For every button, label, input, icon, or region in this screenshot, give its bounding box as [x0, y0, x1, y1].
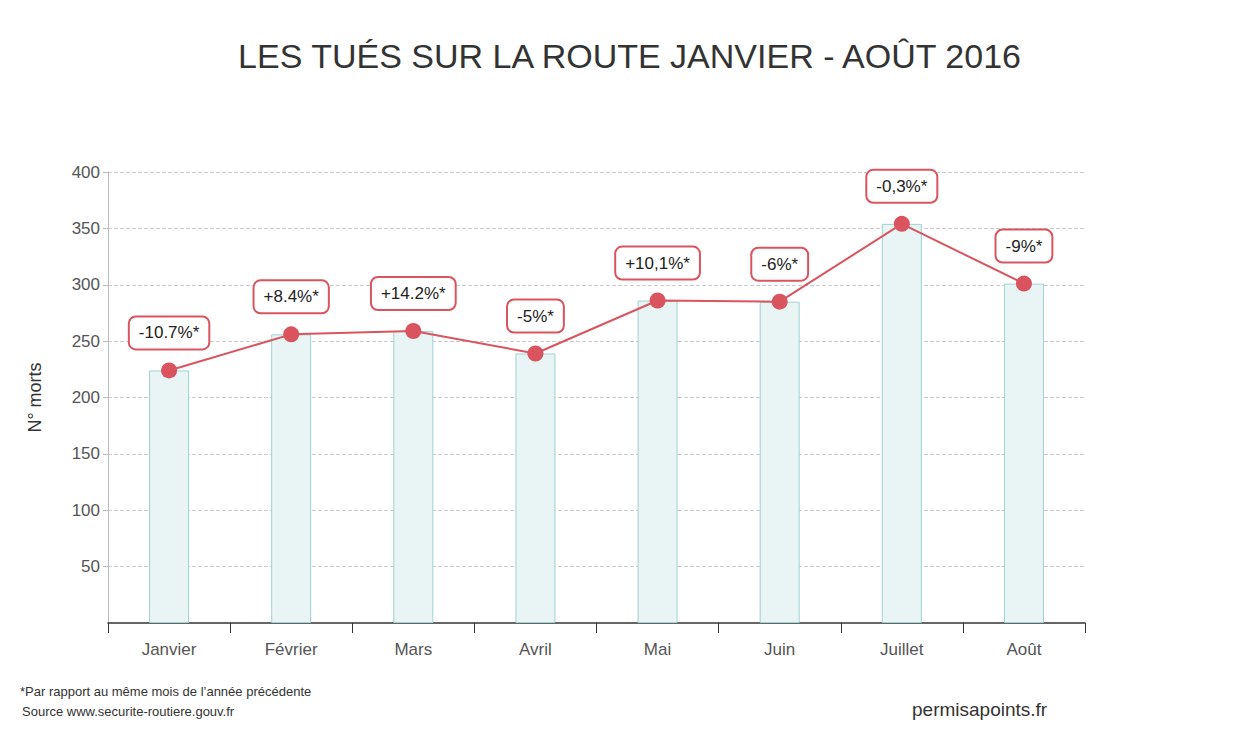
svg-text:350: 350 [72, 219, 100, 238]
svg-text:Février: Février [265, 640, 318, 659]
svg-text:*Par rapport au même mois de l: *Par rapport au même mois de l’année pré… [20, 684, 311, 699]
svg-text:Mars: Mars [394, 640, 432, 659]
svg-text:250: 250 [72, 332, 100, 351]
svg-text:-5%*: -5%* [517, 307, 554, 326]
svg-text:LES TUÉS SUR LA ROUTE JANVIER: LES TUÉS SUR LA ROUTE JANVIER - AOÛT 201… [238, 37, 1021, 75]
svg-text:400: 400 [72, 163, 100, 182]
svg-text:Avril: Avril [519, 640, 552, 659]
svg-text:-6%*: -6%* [761, 255, 798, 274]
svg-text:Source www.securite-routiere.g: Source www.securite-routiere.gouv.fr [22, 704, 235, 719]
svg-text:N° morts: N° morts [25, 362, 45, 432]
svg-text:200: 200 [72, 388, 100, 407]
svg-text:150: 150 [72, 444, 100, 463]
svg-text:100: 100 [72, 501, 100, 520]
svg-text:Mai: Mai [644, 640, 671, 659]
svg-text:Juin: Juin [764, 640, 795, 659]
svg-text:50: 50 [81, 557, 100, 576]
svg-text:permisapoints.fr: permisapoints.fr [912, 699, 1048, 720]
svg-text:-0,3%*: -0,3%* [876, 177, 927, 196]
svg-text:-10.7%*: -10.7%* [139, 323, 200, 342]
svg-text:-9%*: -9%* [1006, 237, 1043, 256]
svg-text:Janvier: Janvier [142, 640, 197, 659]
svg-text:+14.2%*: +14.2%* [381, 284, 446, 303]
svg-text:Juillet: Juillet [880, 640, 924, 659]
svg-text:Août: Août [1006, 640, 1041, 659]
svg-text:+8.4%*: +8.4%* [264, 287, 320, 306]
svg-text:+10,1%*: +10,1%* [625, 254, 690, 273]
svg-text:300: 300 [72, 275, 100, 294]
